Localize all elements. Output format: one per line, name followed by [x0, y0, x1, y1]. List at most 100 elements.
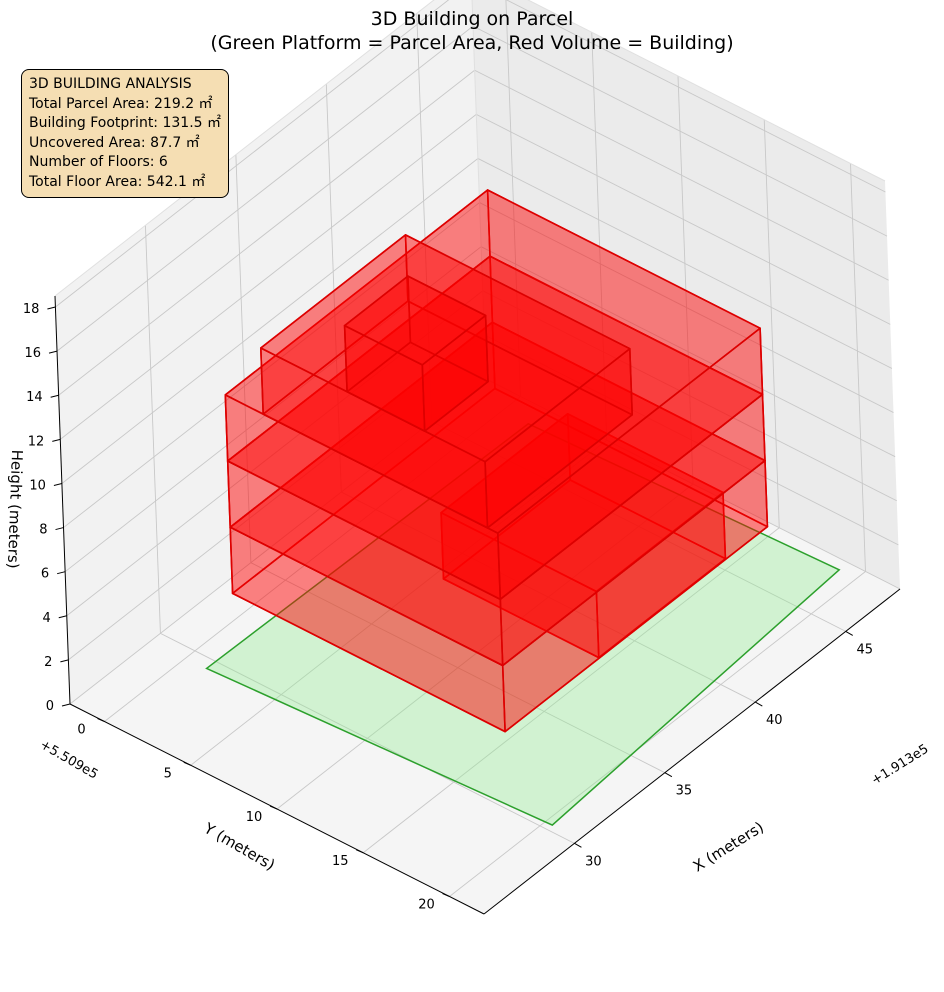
grid-line [763, 119, 780, 528]
floor-face [343, 275, 487, 366]
grid-line [474, 69, 889, 281]
z-tick [55, 527, 64, 531]
building-volume [224, 189, 769, 733]
y-tick-label: 15 [332, 854, 349, 869]
info-floor-area: Total Floor Area: 542.1 ㎡ [29, 173, 206, 190]
z-tick [47, 306, 56, 310]
z-tick [57, 571, 66, 575]
grid-line [61, 158, 479, 484]
grid-line [677, 75, 694, 485]
x-tick-label: 45 [856, 642, 873, 657]
y-tick [97, 718, 105, 722]
grid-line [325, 84, 342, 493]
grid-line [104, 396, 521, 722]
y-tick [269, 805, 278, 810]
x-tick-label: 30 [585, 854, 602, 869]
y-axis-label: Y (meters) [200, 819, 278, 874]
floor-6 [343, 275, 489, 432]
grid-line [476, 113, 891, 325]
grid-line [416, 13, 433, 422]
parcel-platform [205, 422, 841, 826]
z-tick-label: 8 [39, 523, 47, 538]
y-tick [183, 761, 191, 766]
z-tick-label: 4 [42, 611, 50, 626]
z-tick-label: 2 [44, 655, 52, 670]
grid-line [56, 25, 474, 352]
grid-line [479, 202, 894, 413]
grid-line [63, 202, 480, 528]
chart-subtitle: (Green Platform = Parcel Area, Red Volum… [210, 32, 733, 54]
grid-line [68, 334, 485, 661]
floor-1 [440, 412, 727, 659]
floor-4 [224, 189, 764, 601]
analysis-info-box: 3D BUILDING ANALYSIS Total Parcel Area: … [21, 69, 229, 198]
y-tick-label: 0 [77, 723, 85, 738]
z-tick-label: 16 [24, 346, 41, 361]
x-tick-label: 40 [766, 713, 783, 728]
parcel-polygon [205, 422, 841, 826]
grid-line [505, 0, 521, 397]
pane-edge [527, 0, 886, 182]
grid-line [362, 527, 780, 854]
grid-line [472, 25, 888, 237]
x-tick [845, 630, 853, 636]
grid-line [58, 69, 475, 396]
grid-line [190, 439, 608, 766]
info-parcel-area: Total Parcel Area: 219.2 ㎡ [29, 95, 213, 112]
x-tick [574, 842, 582, 848]
grid-line [482, 290, 897, 502]
grid-line [276, 483, 694, 810]
tick-labels: 30 35 40 45 0 5 10 15 20 0 2 4 6 8 10 12 14 16 18 [23, 302, 873, 912]
z-tick-label: 0 [46, 699, 54, 714]
grid-line [69, 378, 487, 705]
grid-line [235, 154, 252, 563]
grid-line [66, 290, 484, 617]
axes-lines [47, 295, 901, 915]
pane-edge [471, 0, 487, 380]
chart-title: 3D Building on Parcel [371, 8, 574, 30]
z-tick-label: 14 [26, 390, 43, 405]
grid-line [850, 163, 866, 572]
grid-line [64, 246, 482, 573]
grid-line [59, 113, 477, 440]
z-tick [50, 394, 59, 398]
back-pane [55, 0, 486, 704]
grid-line [485, 378, 901, 590]
z-tick [48, 350, 58, 354]
z-tick [52, 438, 61, 442]
x-offset-label: +1.913e5 [869, 742, 932, 789]
grid-line [144, 225, 161, 634]
info-heading: 3D BUILDING ANALYSIS [29, 76, 192, 92]
grid-line [484, 334, 899, 546]
grid-line [449, 571, 866, 897]
y-tick-label: 10 [246, 810, 263, 825]
z-tick [61, 703, 71, 707]
x-tick-label: 35 [676, 784, 693, 799]
x-tick [755, 701, 763, 707]
grid-line [480, 246, 896, 458]
z-tick [53, 482, 63, 486]
info-footprint: Building Footprint: 131.5 ㎡ [29, 115, 222, 131]
z-tick-label: 10 [29, 478, 46, 493]
z-tick-label: 18 [23, 302, 40, 317]
floor-5 [259, 234, 634, 529]
z-axis-line [54, 295, 71, 705]
z-axis-label: Height (meters) [4, 449, 26, 569]
y-offset-label: +5.509e5 [37, 737, 100, 782]
grid-line [505, 0, 886, 193]
pane-edge [54, 0, 435, 297]
grid-line [477, 158, 893, 369]
y-tick-label: 5 [164, 766, 172, 781]
info-floors: Number of Floors: 6 [29, 154, 168, 170]
info-uncovered: Uncovered Area: 87.7 ㎡ [29, 134, 200, 151]
z-tick [58, 615, 67, 619]
grid-line [55, 0, 450, 308]
z-tick-label: 12 [28, 434, 45, 449]
axes-grid [54, 0, 901, 897]
x-tick [664, 772, 673, 778]
z-tick [60, 659, 69, 663]
y-tick [442, 893, 450, 897]
z-tick-label: 6 [41, 567, 49, 582]
y-tick-label: 20 [418, 898, 435, 913]
